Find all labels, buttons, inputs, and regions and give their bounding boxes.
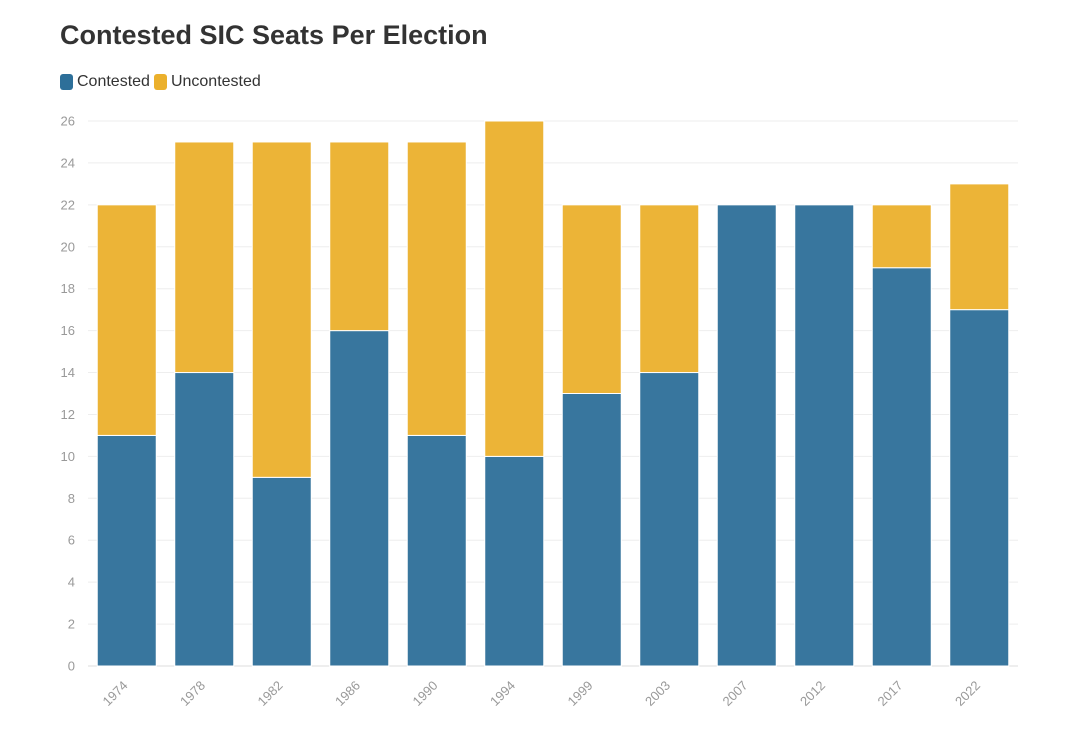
x-tick-label: 1974: [100, 678, 131, 709]
y-tick-label: 18: [61, 281, 75, 296]
bar-uncontested-1990[interactable]: [406, 141, 467, 436]
legend-swatch-uncontested: [153, 74, 167, 90]
bar-uncontested-2003[interactable]: [639, 204, 700, 374]
y-tick-label: 20: [61, 239, 75, 254]
bar-contested-1982[interactable]: [251, 476, 312, 667]
bar-uncontested-2022[interactable]: [949, 183, 1010, 311]
y-tick-label: 4: [68, 575, 75, 590]
y-tick-label: 16: [61, 323, 75, 338]
bar-uncontested-1986[interactable]: [329, 141, 390, 332]
x-tick-label: 1994: [487, 678, 518, 709]
bar-contested-2012[interactable]: [794, 204, 855, 667]
x-tick-label: 1986: [332, 678, 363, 709]
x-tick-label: 2007: [720, 678, 751, 709]
x-tick-label: 1999: [565, 678, 596, 709]
x-tick-label: 1982: [255, 678, 286, 709]
y-tick-label: 22: [61, 197, 75, 212]
legend-item-uncontested[interactable]: Uncontested: [153, 73, 261, 91]
bars: [96, 120, 1010, 667]
bar-contested-2003[interactable]: [639, 372, 700, 667]
legend-swatch-contested: [60, 74, 73, 90]
x-tick-label: 2012: [797, 678, 828, 709]
bar-uncontested-1978[interactable]: [174, 141, 235, 374]
chart-title: Contested SIC Seats Per Election: [60, 20, 488, 50]
x-tick-label: 2003: [642, 678, 673, 709]
y-tick-label: 24: [61, 155, 75, 170]
y-tick-label: 0: [68, 659, 75, 674]
bar-uncontested-1994[interactable]: [484, 120, 545, 457]
bar-uncontested-2017[interactable]: [871, 204, 932, 269]
bar-uncontested-1974[interactable]: [96, 204, 157, 436]
bar-contested-2022[interactable]: [949, 309, 1010, 667]
x-tick-label: 2017: [875, 678, 906, 709]
x-tick-label: 2022: [952, 678, 983, 709]
legend-label-uncontested: Uncontested: [170, 73, 261, 90]
y-tick-label: 10: [61, 449, 75, 464]
bar-contested-1978[interactable]: [174, 372, 235, 667]
bar-contested-2017[interactable]: [871, 267, 932, 667]
y-tick-label: 2: [68, 617, 75, 632]
bar-uncontested-1999[interactable]: [561, 204, 622, 394]
legend-label-contested: Contested: [77, 73, 150, 90]
bar-contested-1986[interactable]: [329, 330, 390, 667]
bar-uncontested-1982[interactable]: [251, 141, 312, 478]
bar-contested-1994[interactable]: [484, 455, 545, 667]
x-tick-label: 1978: [177, 678, 208, 709]
bar-contested-2007[interactable]: [716, 204, 777, 667]
bar-contested-1990[interactable]: [406, 434, 467, 667]
y-tick-label: 26: [61, 114, 75, 129]
y-tick-label: 8: [68, 491, 75, 506]
legend: Contested Uncontested: [60, 73, 265, 91]
bar-contested-1974[interactable]: [96, 434, 157, 667]
grid-lines: [88, 120, 1018, 667]
y-tick-label: 12: [61, 407, 75, 422]
y-tick-label: 14: [61, 365, 75, 380]
bar-contested-1999[interactable]: [561, 393, 622, 667]
x-tick-label: 1990: [410, 678, 441, 709]
legend-item-contested[interactable]: Contested: [60, 73, 150, 91]
x-axis-ticks: 1974 1978 1982 1986 1990 1994 1999 2003 2007 2012…: [100, 678, 984, 709]
y-tick-label: 6: [68, 533, 75, 548]
